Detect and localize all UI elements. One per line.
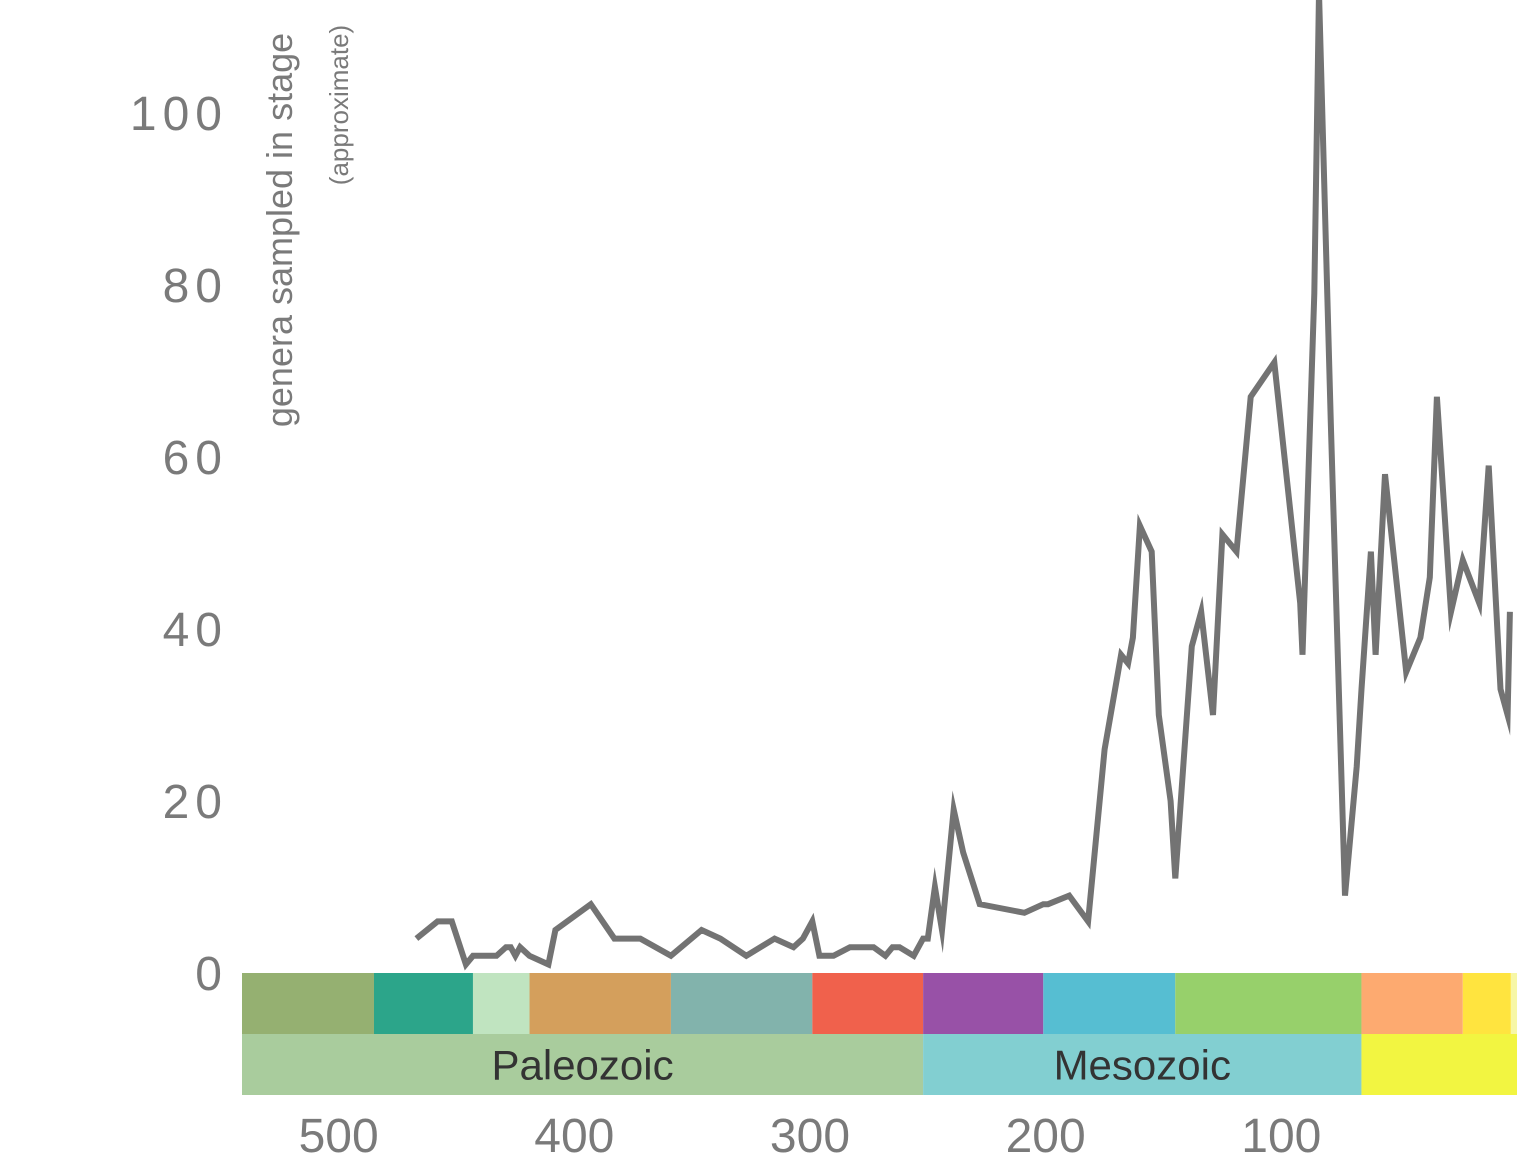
period-bar-triassic: [923, 973, 1044, 1034]
period-bar-permian: [812, 973, 924, 1034]
x-tick-label: 200: [1006, 1110, 1086, 1163]
period-bar-cretaceous: [1175, 973, 1362, 1034]
y-tick-label: 80: [163, 260, 228, 313]
x-tick-label: 300: [770, 1110, 850, 1163]
era-bar-cenozoic: [1361, 1034, 1517, 1095]
y-axis-label-group: genera sampled in stage (approximate): [259, 25, 354, 427]
era-label-mesozoic: Mesozoic: [1054, 1042, 1231, 1089]
y-tick-label: 20: [163, 776, 228, 829]
period-bar-jurassic: [1043, 973, 1176, 1034]
era-bar-mesozoic: [923, 1034, 1362, 1095]
x-axis-ticks: 500 400 300 200 100: [299, 1110, 1322, 1163]
era-bars: Paleozoic Mesozoic: [242, 1034, 1517, 1095]
x-tick-label: 500: [299, 1110, 379, 1163]
y-tick-label: 100: [130, 88, 228, 141]
era-label-paleozoic: Paleozoic: [491, 1042, 673, 1089]
period-bar-devonian: [529, 973, 671, 1034]
y-axis-sublabel: (approximate): [324, 25, 354, 185]
y-axis-ticks: 0 20 40 60 80 100: [130, 88, 228, 1001]
era-bar-paleozoic: [242, 1034, 924, 1095]
period-bars: [242, 973, 1517, 1034]
period-bar-silurian: [472, 973, 530, 1034]
period-bar-quaternary: [1510, 973, 1517, 1034]
x-tick-label: 100: [1241, 1110, 1321, 1163]
y-tick-label: 0: [195, 948, 228, 1001]
y-tick-label: 40: [163, 604, 228, 657]
y-axis-label: genera sampled in stage: [259, 33, 300, 427]
y-tick-label: 60: [163, 432, 228, 485]
series-line: [414, 0, 1513, 971]
period-bar-paleogene: [1361, 973, 1463, 1034]
series-group: [414, 0, 1513, 971]
period-bar-ordovician: [373, 973, 473, 1034]
x-tick-label: 400: [534, 1110, 614, 1163]
period-bar-carboniferous: [670, 973, 813, 1034]
period-bar-neogene: [1462, 973, 1511, 1034]
period-bar-cambrian: [242, 973, 374, 1034]
